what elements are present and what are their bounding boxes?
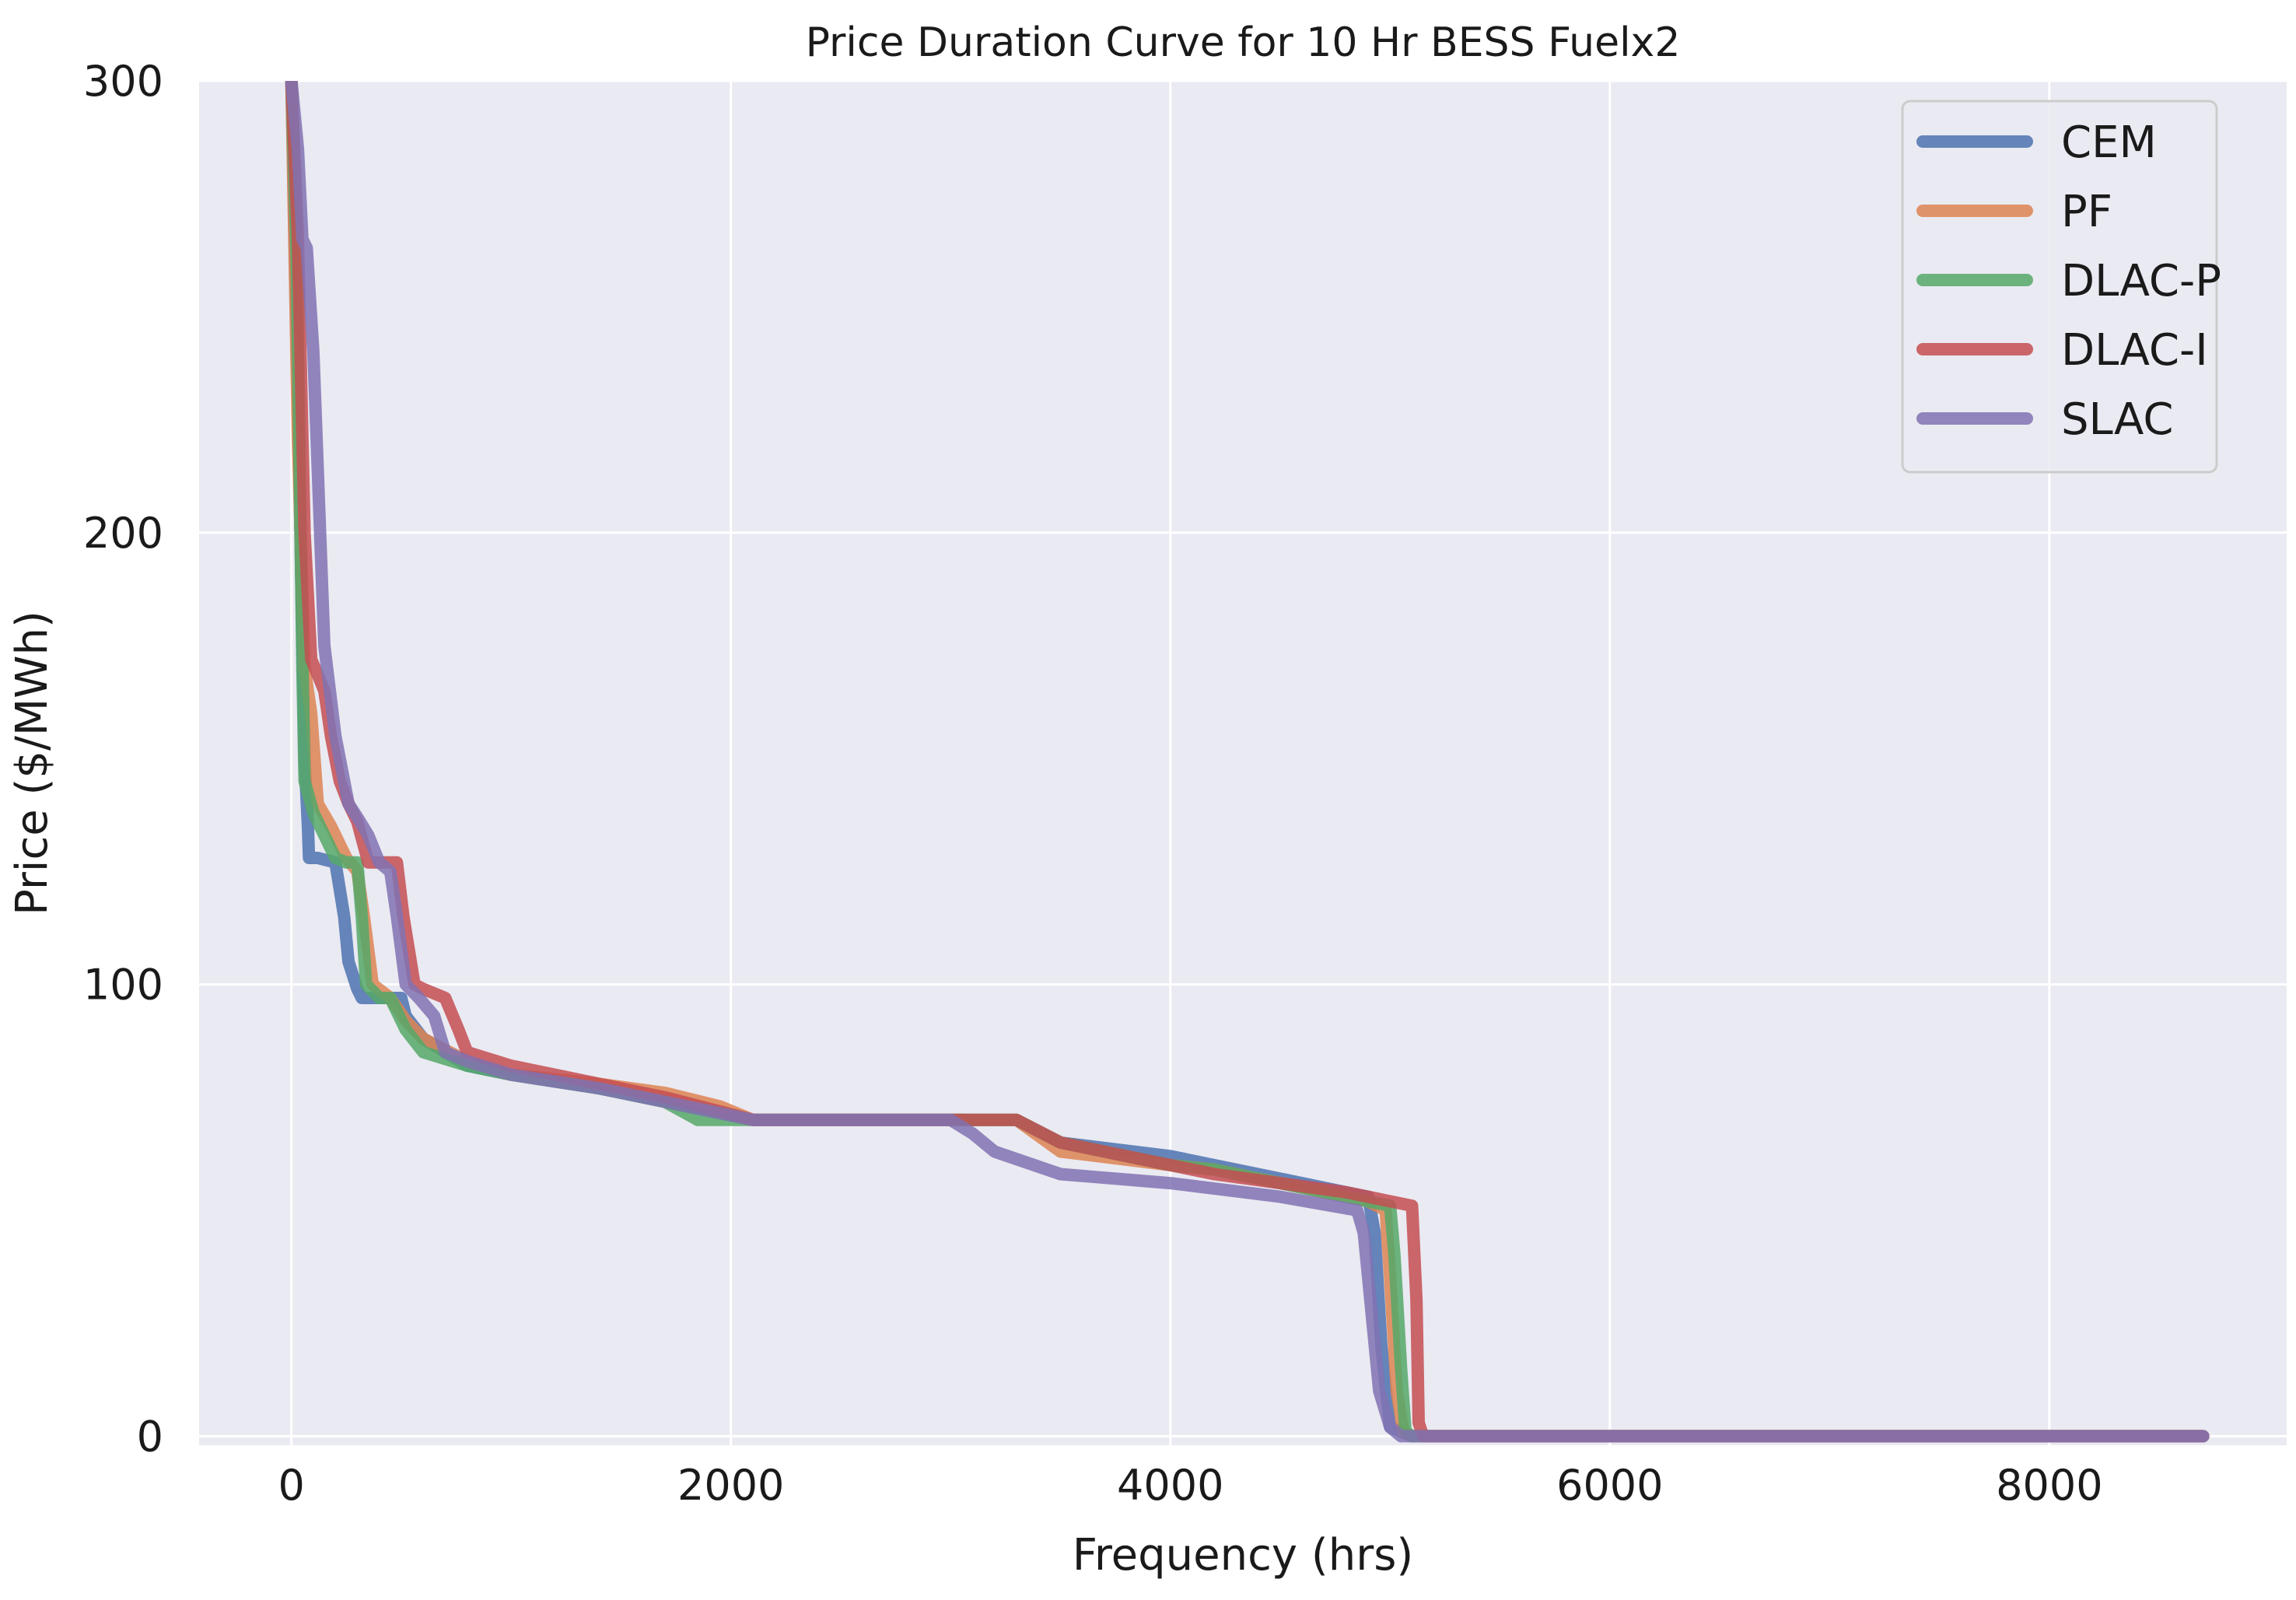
x-tick-label: 2000 <box>677 1461 784 1510</box>
legend: CEM PF DLAC-P DLAC-I SLAC <box>1901 100 2221 474</box>
y-tick-label: 200 <box>83 509 163 558</box>
legend-label: DLAC-P <box>2061 256 2221 306</box>
legend-frame <box>1901 100 2218 474</box>
y-tick-label: 0 <box>137 1412 163 1461</box>
y-tick-label: 300 <box>83 57 163 106</box>
legend-label: PF <box>2061 187 2112 237</box>
x-tick-label: 6000 <box>1556 1461 1663 1510</box>
legend-label: SLAC <box>2061 394 2173 445</box>
x-axis-label: Frequency (hrs) <box>1073 1530 1413 1581</box>
series-lines <box>285 81 2210 1443</box>
x-tick-label: 8000 <box>1996 1461 2102 1510</box>
y-axis-label: Price ($/MWh) <box>7 611 58 916</box>
y-tick-label: 100 <box>83 961 163 1010</box>
legend-label: DLAC-I <box>2061 325 2208 376</box>
legend-label: CEM <box>2061 117 2157 168</box>
x-tick-label: 4000 <box>1117 1461 1223 1510</box>
series-line-slac <box>285 81 2210 1443</box>
chart-title: Price Duration Curve for 10 Hr BESS Fuel… <box>806 19 1681 66</box>
x-tick-label: 0 <box>278 1461 304 1510</box>
tick-labels: 0 2000 4000 6000 8000 0 100 200 300 <box>83 57 2103 1510</box>
